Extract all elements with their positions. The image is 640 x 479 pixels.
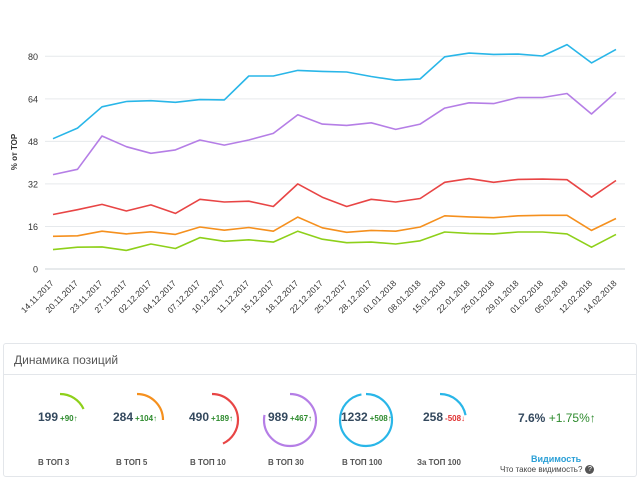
position-gauge — [30, 390, 90, 450]
positions-dynamics-panel: Динамика позиций — [3, 343, 637, 477]
visibility-value: 7.6% — [518, 411, 546, 425]
position-stat: 989 +467↑ — [268, 410, 312, 424]
position-gauge — [107, 390, 167, 450]
position-change: +467↑ — [290, 414, 313, 423]
position-gauge — [410, 390, 470, 450]
series-line-3 — [52, 177, 617, 216]
position-count: 490 — [189, 410, 210, 424]
series-line-2 — [52, 91, 617, 176]
position-stat: 1232 +508↑ — [341, 410, 392, 424]
position-change: +90↑ — [60, 414, 78, 423]
position-stat: 199 +90↑ — [38, 410, 78, 424]
y-tick-label: 80 — [28, 52, 38, 62]
visibility-stat: 7.6% +1.75%↑ — [518, 411, 596, 425]
gauge-arc — [262, 392, 318, 448]
position-count: 284 — [113, 410, 134, 424]
visibility-help-text[interactable]: Что такое видимость? — [500, 465, 583, 474]
gauge-arc — [412, 392, 468, 448]
position-stat: 284 +104↑ — [113, 410, 157, 424]
position-stat: 490 +189↑ — [189, 410, 233, 424]
panel-title: Динамика позиций — [14, 353, 119, 367]
position-label: За ТОП 100 — [417, 458, 461, 467]
y-tick-label: 48 — [28, 137, 38, 147]
series-line-1 — [52, 43, 617, 140]
gauge-arc — [338, 392, 394, 448]
y-tick-label: 16 — [28, 222, 38, 232]
position-count: 258 — [423, 410, 444, 424]
question-circle-icon[interactable]: ? — [585, 465, 595, 475]
position-label: В ТОП 3 — [38, 458, 70, 467]
panel-divider — [4, 374, 636, 375]
series-line-5 — [52, 230, 617, 252]
y-tick-label: 32 — [28, 179, 38, 189]
position-gauge — [336, 390, 396, 450]
position-label: В ТОП 30 — [268, 458, 304, 467]
visibility-link[interactable]: Видимость — [531, 454, 582, 464]
position-label: В ТОП 5 — [116, 458, 148, 467]
position-label: В ТОП 100 — [342, 458, 383, 467]
position-gauge — [260, 390, 320, 450]
gauge-arc — [184, 392, 240, 448]
y-axis-label: % от ТОР — [10, 133, 19, 170]
position-stat: 258 -508↓ — [423, 410, 465, 424]
position-change: +189↑ — [211, 414, 234, 423]
visibility-change: +1.75%↑ — [548, 411, 596, 425]
visibility-help[interactable]: Что такое видимость?? — [500, 465, 595, 475]
gauge-arc — [109, 392, 165, 448]
position-count: 199 — [38, 410, 59, 424]
position-gauge — [182, 390, 242, 450]
series-line-4 — [52, 214, 617, 238]
position-change: +104↑ — [135, 414, 158, 423]
gauge-arc — [32, 392, 88, 448]
position-count: 989 — [268, 410, 289, 424]
y-tick-label: 0 — [33, 265, 38, 275]
position-label: В ТОП 10 — [190, 458, 226, 467]
position-count: 1232 — [341, 410, 368, 424]
position-change: +508↑ — [369, 414, 392, 423]
y-tick-label: 64 — [28, 94, 38, 104]
position-change: -508↓ — [445, 414, 466, 423]
